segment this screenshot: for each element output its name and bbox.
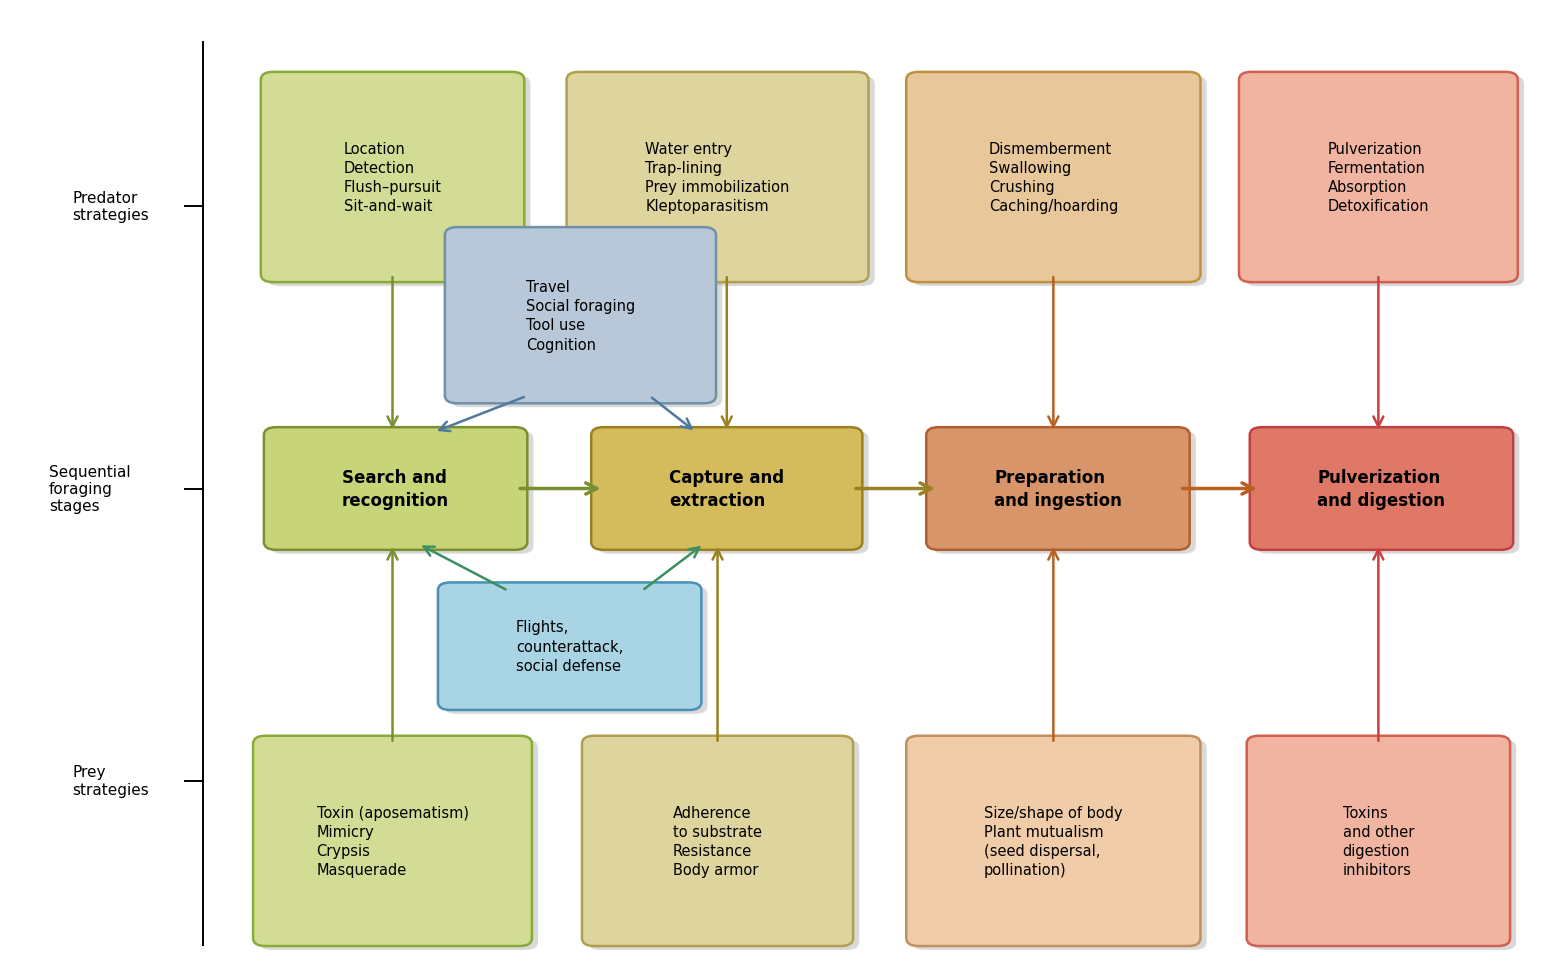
Text: Preparation
and ingestion: Preparation and ingestion	[994, 468, 1122, 510]
FancyBboxPatch shape	[451, 232, 722, 408]
Text: Toxins
and other
digestion
inhibitors: Toxins and other digestion inhibitors	[1343, 805, 1415, 877]
Text: Water entry
Trap-lining
Prey immobilization
Kleptoparasitism: Water entry Trap-lining Prey immobilizat…	[645, 142, 790, 214]
Text: Toxin (aposematism)
Mimicry
Crypsis
Masquerade: Toxin (aposematism) Mimicry Crypsis Masq…	[317, 805, 468, 877]
Text: Location
Detection
Flush–pursuit
Sit-and-wait: Location Detection Flush–pursuit Sit-and…	[343, 142, 442, 214]
FancyBboxPatch shape	[1255, 431, 1520, 555]
Text: Pulverization
Fermentation
Absorption
Detoxification: Pulverization Fermentation Absorption De…	[1328, 142, 1429, 214]
FancyBboxPatch shape	[267, 76, 530, 287]
FancyBboxPatch shape	[1246, 736, 1510, 946]
FancyBboxPatch shape	[260, 740, 538, 950]
Text: Adherence
to substrate
Resistance
Body armor: Adherence to substrate Resistance Body a…	[673, 805, 762, 877]
FancyBboxPatch shape	[572, 76, 875, 287]
Text: Travel
Social foraging
Tool use
Cognition: Travel Social foraging Tool use Cognitio…	[526, 280, 635, 352]
FancyBboxPatch shape	[597, 431, 869, 555]
FancyBboxPatch shape	[926, 427, 1190, 551]
FancyBboxPatch shape	[912, 76, 1206, 287]
FancyBboxPatch shape	[906, 736, 1201, 946]
FancyBboxPatch shape	[1252, 740, 1517, 950]
FancyBboxPatch shape	[1238, 72, 1518, 283]
FancyBboxPatch shape	[261, 72, 524, 283]
FancyBboxPatch shape	[581, 736, 853, 946]
Text: Predator
strategies: Predator strategies	[73, 191, 148, 223]
Text: Prey
strategies: Prey strategies	[73, 765, 148, 797]
FancyBboxPatch shape	[438, 583, 702, 710]
FancyBboxPatch shape	[906, 72, 1201, 283]
Text: Capture and
extraction: Capture and extraction	[669, 468, 784, 510]
FancyBboxPatch shape	[566, 72, 869, 283]
FancyBboxPatch shape	[932, 431, 1197, 555]
FancyBboxPatch shape	[1249, 427, 1514, 551]
FancyBboxPatch shape	[444, 587, 708, 714]
FancyBboxPatch shape	[912, 740, 1206, 950]
Text: Dismemberment
Swallowing
Crushing
Caching/hoarding: Dismemberment Swallowing Crushing Cachin…	[989, 142, 1118, 214]
FancyBboxPatch shape	[271, 431, 533, 555]
FancyBboxPatch shape	[1245, 76, 1524, 287]
FancyBboxPatch shape	[587, 740, 860, 950]
FancyBboxPatch shape	[591, 427, 863, 551]
FancyBboxPatch shape	[254, 736, 532, 946]
Text: Size/shape of body
Plant mutualism
(seed dispersal,
pollination): Size/shape of body Plant mutualism (seed…	[985, 805, 1122, 877]
Text: Sequential
foraging
stages: Sequential foraging stages	[49, 465, 130, 513]
Text: Search and
recognition: Search and recognition	[342, 468, 450, 510]
Text: Flights,
counterattack,
social defense: Flights, counterattack, social defense	[516, 620, 623, 673]
FancyBboxPatch shape	[264, 427, 527, 551]
FancyBboxPatch shape	[445, 228, 716, 404]
Text: Pulverization
and digestion: Pulverization and digestion	[1317, 468, 1446, 510]
